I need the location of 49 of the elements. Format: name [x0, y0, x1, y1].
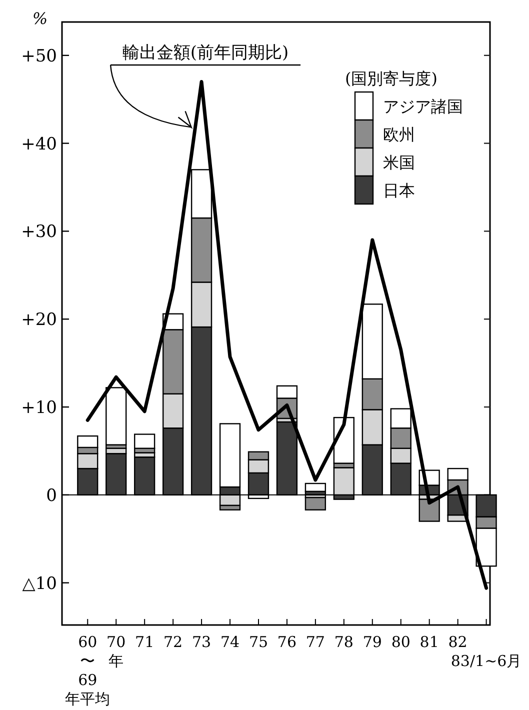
bar	[304, 482, 326, 492]
bar	[418, 498, 440, 522]
bar	[134, 434, 156, 449]
bar	[248, 459, 270, 474]
bar	[219, 504, 241, 510]
bar	[362, 409, 383, 446]
y-tick-label: +20	[21, 310, 57, 330]
y-axis-title: %	[32, 9, 48, 28]
bar	[390, 408, 412, 429]
x-tick-label: 73	[192, 633, 212, 651]
bar	[190, 169, 212, 219]
x-tick-label: 75	[248, 633, 268, 651]
y-tick-label: △10	[22, 574, 57, 594]
bar	[304, 496, 326, 510]
x-axis-title: 年	[108, 652, 124, 670]
x-tick-label: 81	[420, 633, 439, 651]
x-tick-label: 80	[391, 633, 410, 651]
bar	[248, 451, 270, 460]
bar	[77, 452, 98, 470]
y-tick-label: +10	[21, 398, 57, 418]
x-tick-label: 82	[448, 633, 468, 651]
x-tick-label: 79	[362, 633, 382, 651]
legend-title: (国別寄与度)	[345, 69, 438, 88]
bar	[190, 282, 212, 328]
legend-label: 欧州	[383, 125, 415, 144]
x-tick-label: 72	[164, 633, 183, 651]
y-tick-label: +40	[21, 134, 57, 154]
bar	[276, 385, 298, 399]
series-label: 輸出金額(前年同期比)	[122, 43, 289, 63]
legend-label: 米国	[383, 153, 415, 172]
bar	[362, 304, 383, 380]
bar	[390, 448, 412, 464]
x-tick-label: 78	[334, 633, 354, 651]
bar	[447, 468, 468, 481]
bar	[106, 387, 127, 446]
legend-label: 日本	[383, 181, 415, 200]
bar	[162, 393, 184, 429]
y-tick-label: +50	[21, 46, 57, 66]
x-tick-label: 71	[135, 633, 154, 651]
y-tick-label: +30	[21, 222, 57, 242]
x-tick-label: 83/1~6月	[450, 652, 522, 670]
bar	[77, 435, 98, 448]
y-tick-label: 0	[46, 486, 57, 506]
bar	[248, 472, 270, 496]
x-tick-label: 77	[306, 633, 325, 651]
bar	[219, 423, 241, 488]
x-tick-label: 74	[220, 633, 240, 651]
legend-label: アジア諸国	[383, 97, 463, 116]
x-tick-label: 76	[277, 633, 297, 651]
